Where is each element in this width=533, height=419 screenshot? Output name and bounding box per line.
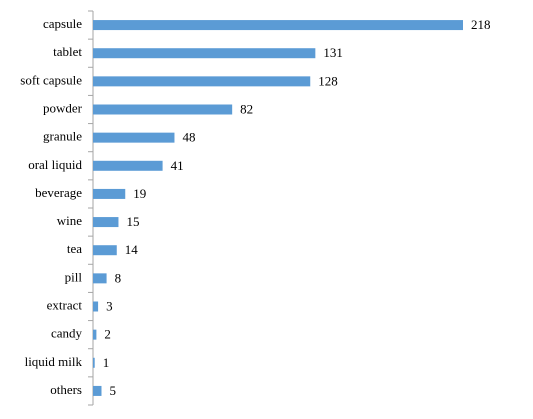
y-tick-label: wine bbox=[57, 213, 83, 228]
value-label: 15 bbox=[126, 214, 139, 229]
bar bbox=[93, 217, 119, 228]
bar bbox=[93, 273, 107, 284]
bar bbox=[93, 301, 99, 312]
bar bbox=[93, 132, 175, 143]
y-tick-label: beverage bbox=[35, 185, 82, 200]
value-label: 5 bbox=[109, 383, 116, 398]
bar bbox=[93, 245, 117, 256]
value-label: 128 bbox=[318, 73, 338, 88]
y-tick-label: candy bbox=[51, 326, 83, 341]
value-label: 3 bbox=[106, 298, 113, 313]
y-tick-label: capsule bbox=[43, 16, 82, 31]
bar bbox=[93, 76, 311, 87]
value-label: 41 bbox=[171, 158, 184, 173]
y-tick-label: tea bbox=[67, 241, 82, 256]
value-label: 8 bbox=[115, 270, 122, 285]
y-tick-label: powder bbox=[43, 100, 83, 115]
value-label: 14 bbox=[125, 242, 139, 257]
bar bbox=[93, 48, 316, 59]
y-tick-label: liquid milk bbox=[25, 354, 83, 369]
bar bbox=[93, 188, 126, 199]
value-label: 19 bbox=[133, 186, 146, 201]
bar bbox=[93, 160, 163, 171]
value-label: 218 bbox=[471, 17, 491, 32]
value-label: 82 bbox=[240, 101, 253, 116]
value-label: 131 bbox=[323, 45, 343, 60]
y-tick-label: others bbox=[50, 382, 82, 397]
y-tick-label: soft capsule bbox=[20, 72, 82, 87]
bar bbox=[93, 385, 102, 396]
y-tick-label: extract bbox=[47, 297, 83, 312]
y-tick-label: granule bbox=[43, 129, 82, 144]
value-label: 48 bbox=[182, 130, 195, 145]
value-label: 1 bbox=[103, 355, 110, 370]
y-tick-label: tablet bbox=[53, 44, 82, 59]
bar bbox=[93, 104, 233, 115]
bar bbox=[93, 329, 97, 340]
y-tick-label: oral liquid bbox=[28, 157, 82, 172]
value-label: 2 bbox=[104, 327, 111, 342]
bar bbox=[93, 357, 95, 368]
y-tick-label: pill bbox=[65, 269, 83, 284]
bar bbox=[93, 20, 463, 31]
